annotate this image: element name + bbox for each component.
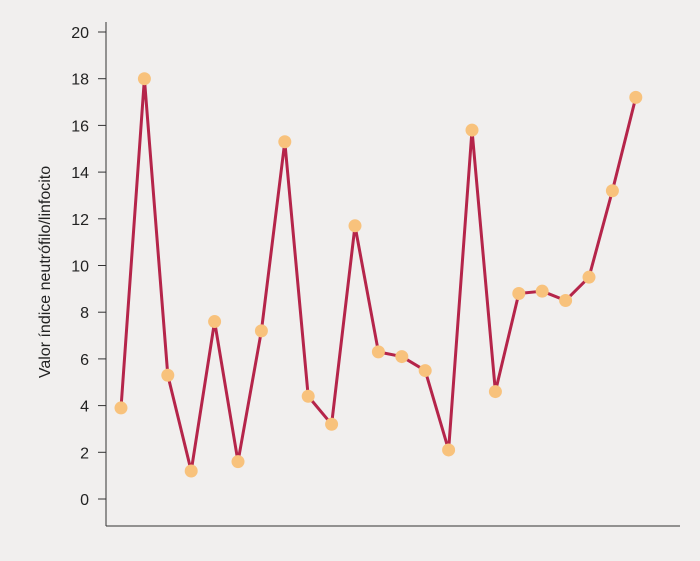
data-point xyxy=(348,219,362,233)
data-point xyxy=(231,455,245,469)
data-point xyxy=(488,385,502,399)
data-point xyxy=(559,294,573,308)
data-point xyxy=(605,184,619,198)
data-point xyxy=(278,135,292,149)
data-point xyxy=(161,368,175,382)
data-point xyxy=(184,464,198,478)
data-point xyxy=(395,350,409,364)
data-point xyxy=(418,364,432,378)
data-point xyxy=(254,324,268,338)
data-point xyxy=(535,284,549,298)
y-tick-label: 2 xyxy=(80,445,89,462)
y-tick-label: 20 xyxy=(71,25,89,42)
data-point xyxy=(629,90,643,104)
data-point xyxy=(137,72,151,86)
data-point xyxy=(325,417,339,431)
data-point xyxy=(582,270,596,284)
y-tick-label: 4 xyxy=(80,399,89,416)
y-tick-label: 14 xyxy=(71,165,89,182)
y-tick-label: 10 xyxy=(71,259,89,276)
data-point xyxy=(465,123,479,137)
data-point xyxy=(301,389,315,403)
data-point xyxy=(442,443,456,457)
series-line xyxy=(119,77,638,473)
y-tick-label: 16 xyxy=(71,118,89,135)
series-group xyxy=(114,72,643,478)
y-tick-label: 12 xyxy=(71,212,89,229)
y-axis-title: Valor índice neutrófilo/linfocito xyxy=(37,166,54,378)
y-tick-label: 6 xyxy=(80,352,89,369)
data-point xyxy=(512,287,526,301)
data-point xyxy=(208,315,222,329)
y-tick-label: 18 xyxy=(71,72,89,89)
y-ticks: 0 2 4 6 8 10 12 14 16 18 20 xyxy=(71,25,106,509)
y-tick-label: 0 xyxy=(80,492,89,509)
data-point xyxy=(371,345,385,359)
y-tick-label: 8 xyxy=(80,305,89,322)
data-point xyxy=(114,401,128,415)
